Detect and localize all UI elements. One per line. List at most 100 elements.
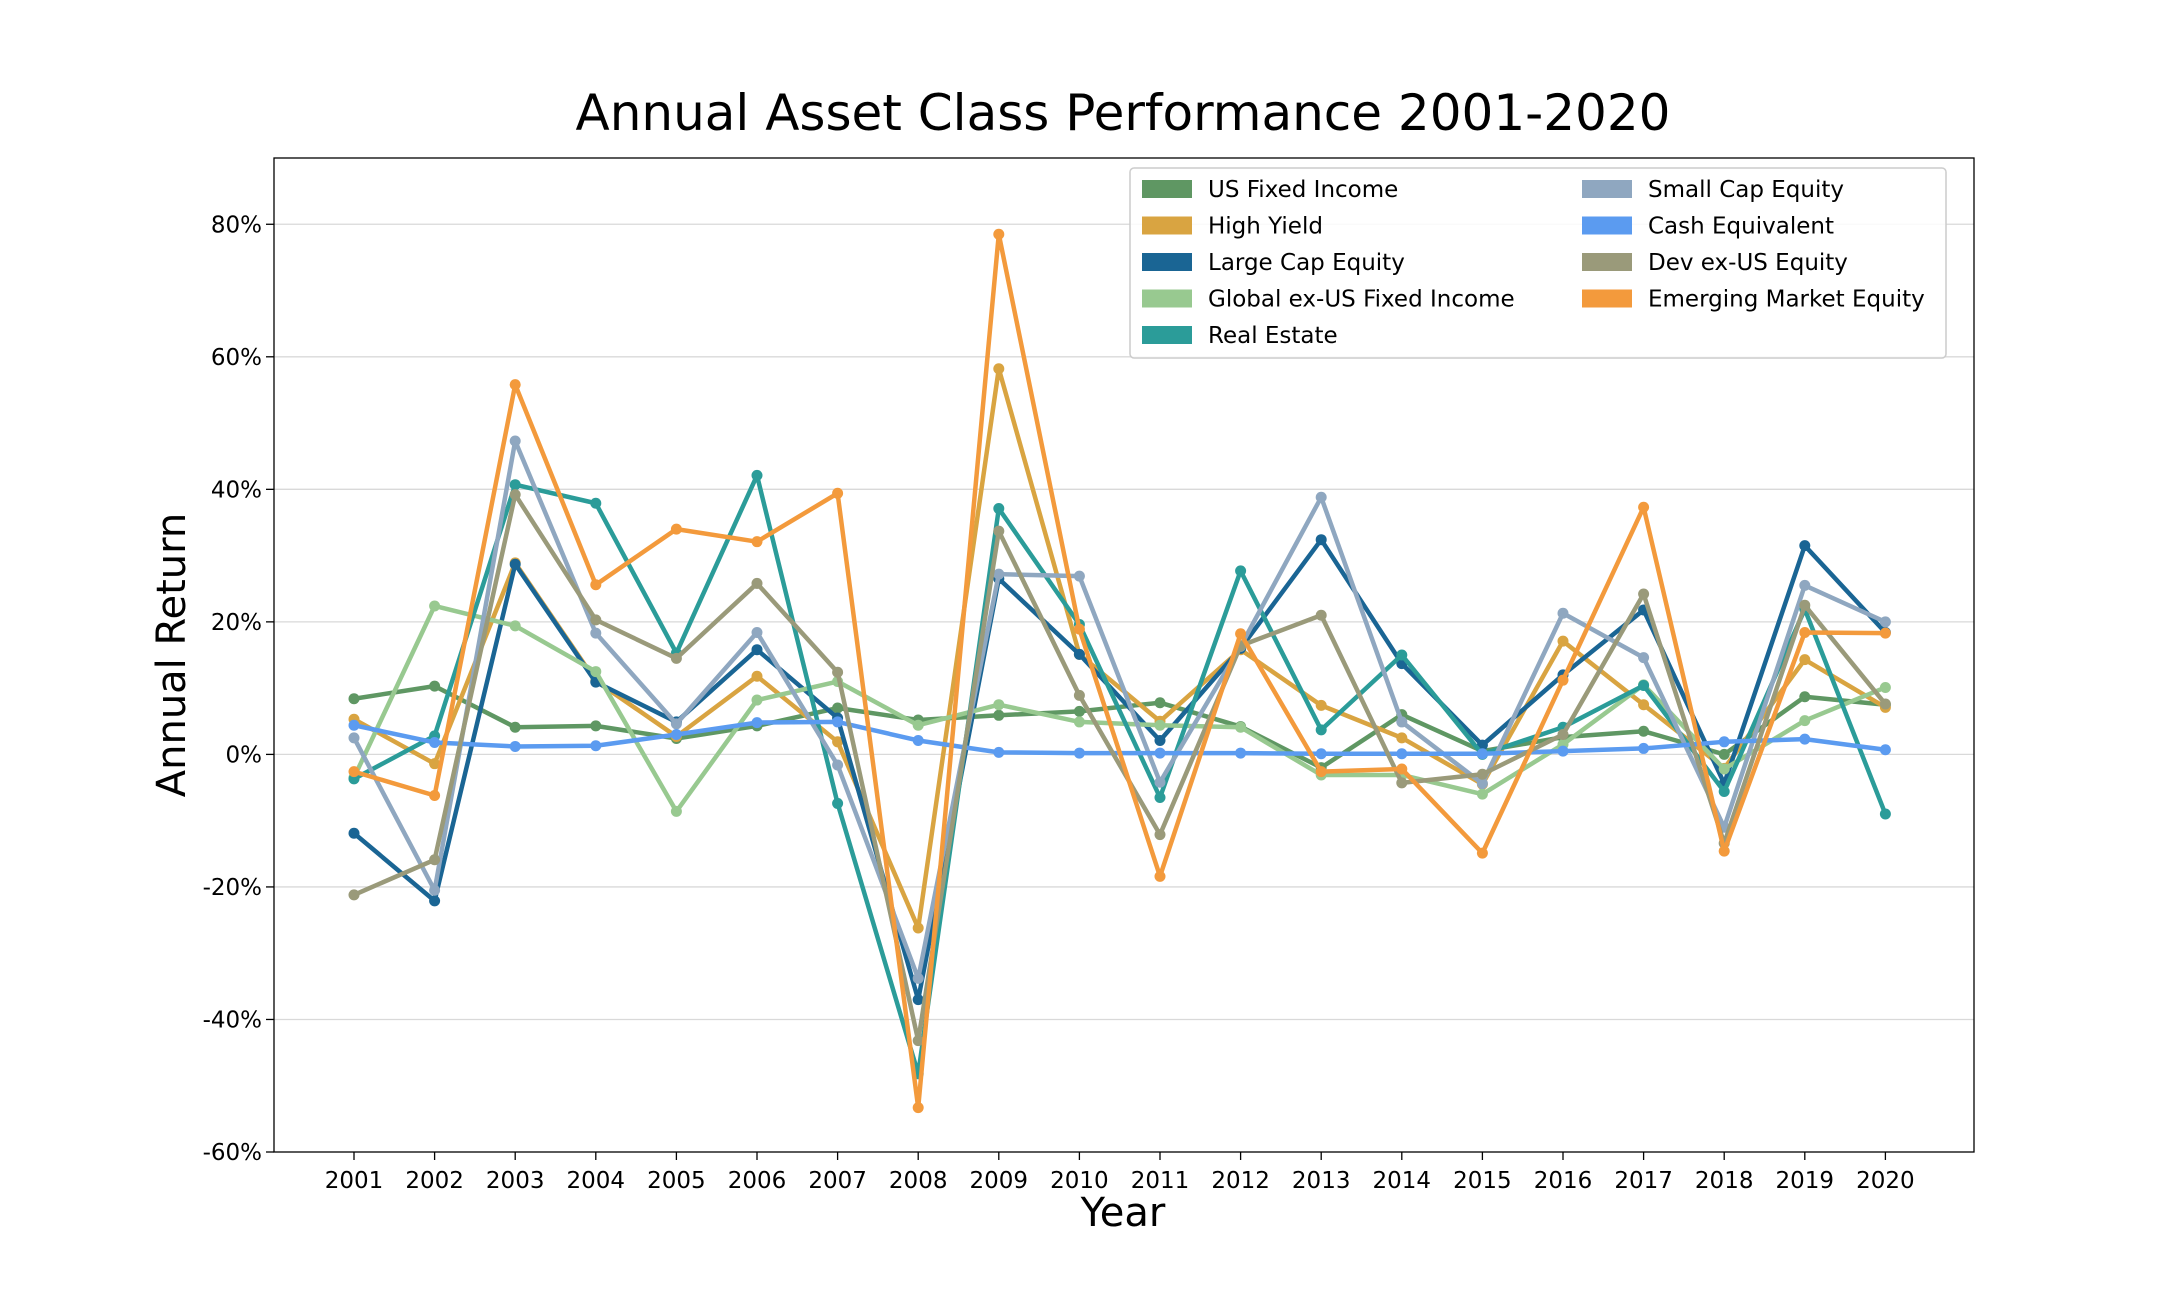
x-axis-label: Year — [1080, 1190, 1166, 1236]
legend-swatch — [1142, 289, 1192, 308]
legend: US Fixed Income High Yield Large Cap Equit… — [1129, 167, 1947, 359]
x-tick-label: 2007 — [808, 1168, 867, 1194]
x-tick-label: 2003 — [486, 1168, 545, 1194]
data-point — [509, 435, 521, 447]
chart-title: Annual Asset Class Performance 2001-2020 — [576, 84, 1671, 142]
data-point — [1476, 788, 1488, 800]
series-line — [351, 438, 1888, 981]
data-point — [1718, 786, 1730, 798]
data-point — [1638, 725, 1650, 737]
data-point — [993, 363, 1005, 375]
series-line — [351, 231, 1888, 1110]
data-point — [1638, 501, 1650, 513]
data-point — [1799, 733, 1811, 745]
data-point — [1557, 635, 1569, 647]
data-point — [751, 469, 763, 481]
data-point — [1154, 829, 1166, 841]
data-point — [993, 525, 1005, 537]
legend-swatch — [1582, 253, 1632, 271]
legend-box — [1129, 167, 1947, 359]
legend-item: Global ex-US Fixed Income — [1142, 287, 1515, 313]
data-point — [832, 702, 844, 714]
data-point — [832, 487, 844, 499]
data-point — [751, 717, 763, 729]
data-point — [509, 620, 521, 632]
series-small-cap-equity — [348, 435, 1891, 984]
data-point — [912, 994, 924, 1006]
y-axis-ticks: -60% -40% -20% 0% 20% 40% 60% 80% — [203, 212, 274, 1166]
data-point — [832, 736, 844, 748]
legend-swatch — [1582, 216, 1632, 235]
data-point — [509, 479, 521, 491]
x-tick-label: 2005 — [647, 1168, 706, 1194]
data-point — [832, 716, 844, 728]
data-point — [670, 729, 682, 741]
legend-item: US Fixed Income — [1142, 177, 1398, 203]
legend-label: Global ex-US Fixed Income — [1208, 287, 1515, 313]
data-point — [1396, 748, 1408, 760]
y-tick-label: 0% — [226, 742, 263, 768]
data-point — [832, 759, 844, 771]
data-point — [1638, 679, 1650, 691]
legend-label: Cash Equivalent — [1648, 214, 1834, 240]
x-tick-label: 2008 — [889, 1168, 948, 1194]
data-point — [1396, 777, 1408, 789]
data-point — [590, 740, 602, 752]
data-point — [590, 579, 602, 591]
x-tick-label: 2014 — [1373, 1168, 1432, 1194]
series-emerging-market-equity — [348, 228, 1891, 1114]
data-point — [429, 895, 441, 907]
x-tick-label: 2019 — [1776, 1168, 1835, 1194]
data-point — [348, 693, 360, 705]
data-point — [993, 746, 1005, 758]
data-point — [1879, 627, 1891, 639]
data-point — [1315, 748, 1327, 760]
legend-item: Real Estate — [1142, 323, 1338, 349]
legend-swatch — [1582, 180, 1632, 198]
y-axis-label: Annual Return — [149, 513, 195, 798]
data-point — [348, 766, 360, 778]
x-tick-label: 2020 — [1856, 1168, 1915, 1194]
legend-label: Dev ex-US Equity — [1648, 250, 1848, 276]
data-point — [1315, 724, 1327, 736]
data-point — [509, 379, 521, 391]
data-point — [1396, 716, 1408, 728]
series-line — [351, 366, 1888, 931]
legend-swatch — [1142, 216, 1192, 235]
data-point — [429, 854, 441, 866]
y-tick-label: 40% — [211, 477, 262, 503]
data-point — [509, 558, 521, 570]
data-point — [1073, 716, 1085, 728]
data-point — [348, 719, 360, 731]
series-real-estate — [348, 469, 1891, 1080]
legend-item: Cash Equivalent — [1582, 214, 1834, 240]
y-tick-label: 80% — [211, 212, 262, 238]
data-point — [912, 734, 924, 746]
x-tick-label: 2015 — [1453, 1168, 1512, 1194]
plot-area — [273, 157, 1975, 1153]
data-point — [912, 1035, 924, 1047]
data-point — [1073, 705, 1085, 717]
x-tick-label: 2012 — [1211, 1168, 1270, 1194]
data-point — [1476, 768, 1488, 780]
x-tick-label: 2002 — [405, 1168, 464, 1194]
data-point — [912, 719, 924, 731]
data-point — [1879, 616, 1891, 628]
data-point — [1315, 699, 1327, 711]
data-point — [1718, 763, 1730, 775]
data-point — [1396, 732, 1408, 744]
legend-item: Emerging Market Equity — [1582, 287, 1925, 313]
data-point — [1073, 689, 1085, 701]
data-point — [1154, 776, 1166, 788]
legend-item: Small Cap Equity — [1582, 177, 1844, 203]
legend-label: Large Cap Equity — [1208, 250, 1405, 276]
data-point — [1799, 691, 1811, 703]
legend-label: Emerging Market Equity — [1648, 287, 1925, 313]
data-point — [590, 720, 602, 732]
data-point — [751, 577, 763, 589]
data-point — [1879, 744, 1891, 756]
y-tick-label: -40% — [203, 1007, 262, 1033]
data-point — [1315, 766, 1327, 778]
y-tick-label: -20% — [203, 875, 262, 901]
data-point — [1396, 763, 1408, 775]
